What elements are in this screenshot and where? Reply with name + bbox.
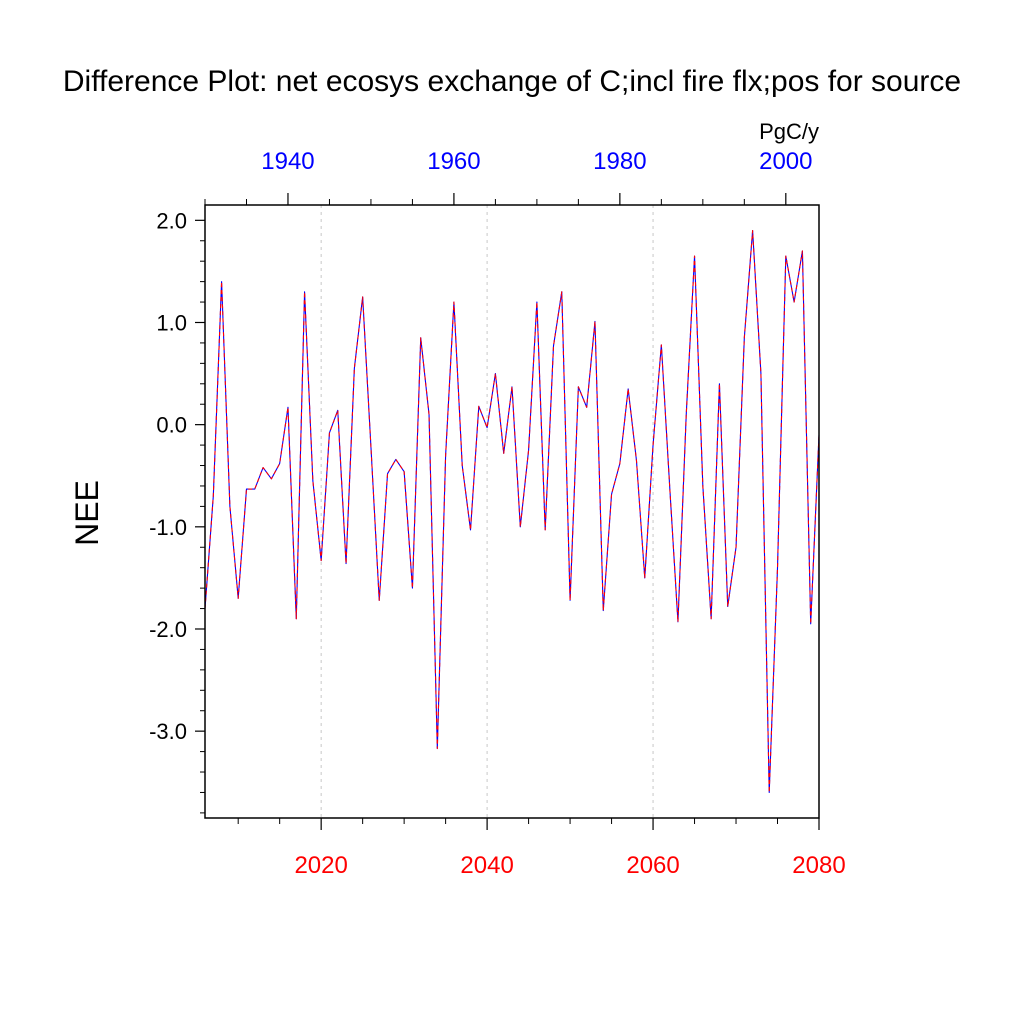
x-bottom-tick-label: 2020 [294, 852, 347, 879]
x-top-tick-label: 1960 [427, 148, 480, 175]
x-bottom-tick-label: 2060 [626, 852, 679, 879]
y-tick-label: -3.0 [149, 719, 187, 744]
y-tick-label: 0.0 [156, 413, 187, 438]
y-tick-label: 2.0 [156, 208, 187, 233]
series-line-0 [204, 229, 820, 794]
axis-ticks [195, 193, 820, 830]
x-top-tick-label: 1980 [593, 148, 646, 175]
series-line-1 [204, 229, 820, 794]
chart-title: Difference Plot: net ecosys exchange of … [63, 65, 961, 98]
y-tick-label: -1.0 [149, 515, 187, 540]
x-top-tick-label: 1940 [261, 148, 314, 175]
y-tick-label: -2.0 [149, 617, 187, 642]
y-axis-label: NEE [69, 480, 105, 546]
grid-lines [320, 205, 654, 818]
y-tick-label: 1.0 [156, 310, 187, 335]
plot-frame [204, 204, 820, 819]
series-layer [204, 229, 820, 794]
x-bottom-tick-label: 2040 [460, 852, 513, 879]
tick-labels: 2.0 1.0 0.0 -1.0 -2.0 -3.0 2020 2040 2060 2080 194… [149, 148, 846, 879]
x-bottom-tick-label: 2080 [792, 852, 845, 879]
units-label: PgC/y [759, 119, 819, 144]
x-top-tick-label: 2000 [759, 148, 812, 175]
